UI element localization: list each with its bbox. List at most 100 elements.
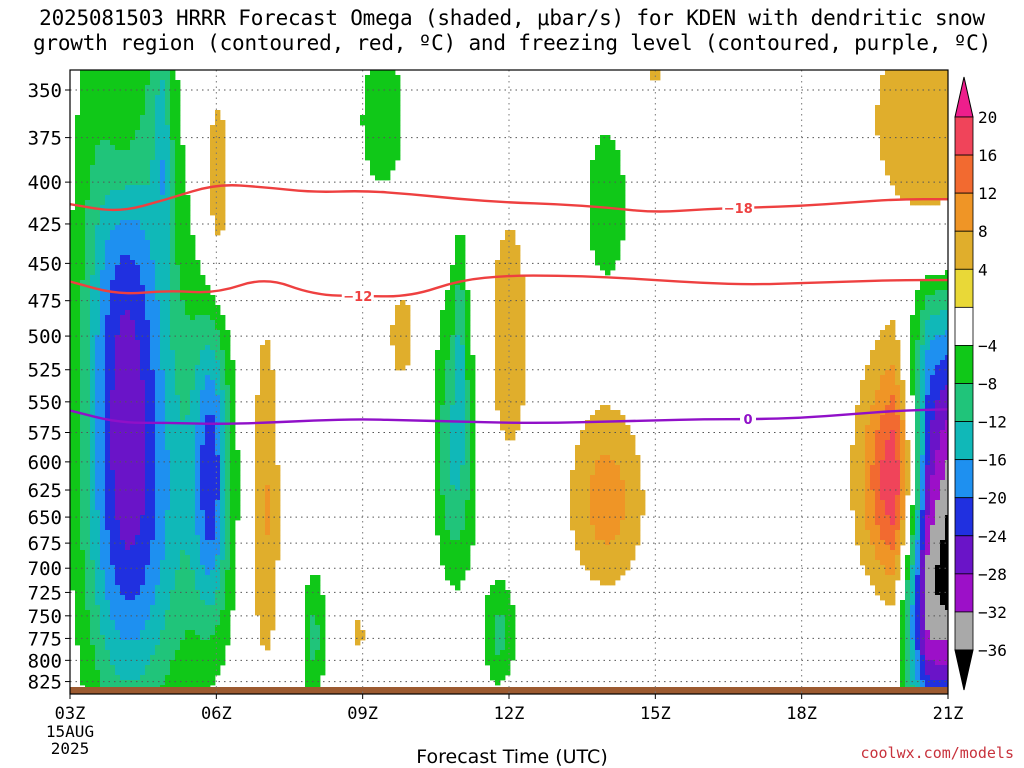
omega-cell [170, 465, 176, 471]
omega-cell [450, 335, 456, 341]
omega-cell [90, 505, 96, 511]
omega-cell [235, 460, 241, 466]
omega-cell [625, 450, 631, 456]
omega-cell [495, 345, 501, 351]
omega-cell [605, 250, 611, 256]
omega-cell [130, 320, 136, 326]
omega-cell [105, 475, 111, 481]
omega-cell [115, 475, 121, 481]
omega-cell [165, 330, 171, 336]
omega-cell [925, 165, 931, 171]
omega-cell [440, 425, 446, 431]
omega-cell [150, 100, 156, 106]
omega-cell [460, 465, 466, 471]
omega-cell [920, 295, 926, 301]
omega-cell [590, 460, 596, 466]
omega-cell [185, 440, 191, 446]
omega-cell [460, 455, 466, 461]
omega-cell [200, 425, 206, 431]
omega-cell [935, 110, 941, 116]
omega-cell [405, 335, 411, 341]
omega-cell [605, 195, 611, 201]
omega-cell [365, 95, 371, 101]
omega-cell [875, 385, 881, 391]
omega-cell [615, 210, 621, 216]
omega-cell [585, 445, 591, 451]
omega-cell [155, 465, 161, 471]
omega-cell [440, 495, 446, 501]
omega-cell [195, 360, 201, 366]
omega-cell [450, 390, 456, 396]
omega-cell [105, 375, 111, 381]
omega-cell [380, 90, 386, 96]
omega-cell [215, 325, 221, 331]
omega-cell [165, 145, 171, 151]
omega-cell [85, 280, 91, 286]
omega-cell [515, 260, 521, 266]
omega-cell [230, 410, 236, 416]
omega-cell [925, 390, 931, 396]
omega-cell [125, 135, 131, 141]
omega-cell [940, 150, 946, 156]
omega-cell [210, 155, 216, 161]
omega-cell [635, 475, 641, 481]
omega-cell [920, 335, 926, 341]
omega-cell [925, 185, 931, 191]
omega-cell [575, 445, 581, 451]
omega-cell [210, 440, 216, 446]
omega-cell [145, 360, 151, 366]
omega-cell [920, 170, 926, 176]
omega-cell [70, 395, 76, 401]
omega-cell [180, 400, 186, 406]
omega-cell [175, 365, 181, 371]
omega-cell [85, 120, 91, 126]
omega-cell [260, 450, 266, 456]
omega-cell [115, 145, 121, 151]
omega-cell [85, 475, 91, 481]
omega-cell [930, 325, 936, 331]
omega-cell [210, 305, 216, 311]
omega-cell [160, 210, 166, 216]
omega-cell [900, 100, 906, 106]
omega-cell [200, 410, 206, 416]
omega-cell [75, 195, 81, 201]
omega-cell [895, 390, 901, 396]
omega-cell [605, 490, 611, 496]
omega-cell [935, 290, 941, 296]
omega-cell [925, 200, 931, 206]
omega-cell [865, 390, 871, 396]
omega-cell [860, 450, 866, 456]
omega-cell [75, 490, 81, 496]
omega-cell [450, 405, 456, 411]
omega-cell [465, 430, 471, 436]
omega-cell [200, 415, 206, 421]
omega-cell [85, 515, 91, 521]
omega-cell [110, 275, 116, 281]
omega-cell [890, 365, 896, 371]
omega-cell [270, 400, 276, 406]
omega-cell [140, 370, 146, 376]
omega-cell [895, 190, 901, 196]
omega-cell [70, 305, 76, 311]
omega-cell [600, 220, 606, 226]
omega-cell [180, 285, 186, 291]
omega-cell [125, 520, 131, 526]
omega-cell [385, 90, 391, 96]
omega-cell [920, 90, 926, 96]
omega-cell [190, 390, 196, 396]
omega-cell [940, 110, 946, 116]
omega-cell [165, 345, 171, 351]
omega-cell [75, 155, 81, 161]
omega-cell [175, 330, 181, 336]
omega-cell [880, 450, 886, 456]
omega-cell [945, 275, 948, 281]
omega-cell [80, 295, 86, 301]
omega-cell [115, 480, 121, 486]
omega-cell [910, 320, 916, 326]
omega-cell [195, 455, 201, 461]
omega-cell [70, 485, 76, 491]
omega-cell [130, 185, 136, 191]
omega-cell [210, 480, 216, 486]
omega-cell [395, 105, 401, 111]
omega-cell [265, 445, 271, 451]
